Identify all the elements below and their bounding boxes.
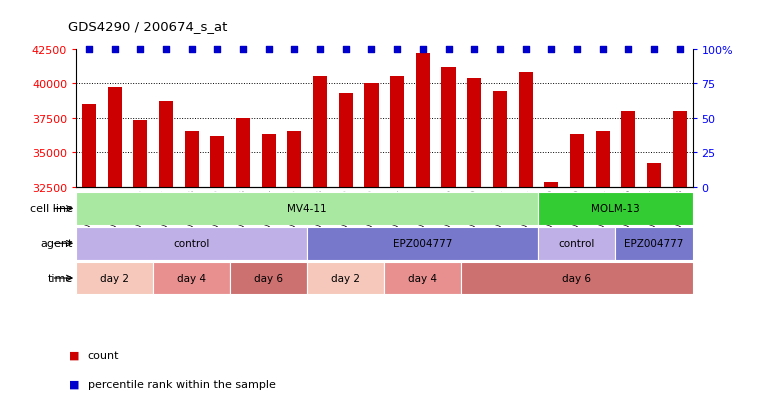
Point — [237, 46, 249, 53]
FancyBboxPatch shape — [76, 262, 153, 294]
Point — [545, 46, 557, 53]
Bar — [107, 88, 122, 187]
Point — [134, 46, 146, 53]
Bar — [210, 136, 224, 187]
Bar — [570, 135, 584, 187]
FancyBboxPatch shape — [538, 193, 693, 225]
Text: EPZ004777: EPZ004777 — [624, 239, 683, 249]
Point — [597, 46, 609, 53]
Bar — [159, 102, 173, 187]
Point — [314, 46, 326, 53]
Bar — [544, 183, 559, 187]
Text: ■: ■ — [68, 350, 79, 360]
Bar — [288, 132, 301, 187]
Bar — [673, 112, 686, 187]
Text: control: control — [174, 239, 210, 249]
Point — [520, 46, 532, 53]
Bar — [339, 94, 353, 187]
Text: GDS4290 / 200674_s_at: GDS4290 / 200674_s_at — [68, 20, 228, 33]
Text: ■: ■ — [68, 379, 79, 389]
Point — [673, 46, 686, 53]
Bar — [518, 73, 533, 187]
Point — [365, 46, 377, 53]
Bar — [313, 77, 327, 187]
FancyBboxPatch shape — [153, 262, 230, 294]
Text: MOLM-13: MOLM-13 — [591, 204, 640, 214]
Text: control: control — [559, 239, 595, 249]
Text: EPZ004777: EPZ004777 — [393, 239, 453, 249]
Point — [186, 46, 198, 53]
Bar — [493, 92, 507, 187]
Point — [648, 46, 660, 53]
Bar — [365, 84, 378, 187]
FancyBboxPatch shape — [307, 228, 538, 260]
Bar — [236, 118, 250, 187]
Point — [160, 46, 172, 53]
FancyBboxPatch shape — [307, 262, 384, 294]
Text: day 2: day 2 — [331, 273, 360, 283]
Bar — [390, 77, 404, 187]
Bar — [467, 78, 481, 187]
FancyBboxPatch shape — [230, 262, 307, 294]
FancyBboxPatch shape — [461, 262, 693, 294]
Bar — [596, 132, 610, 187]
FancyBboxPatch shape — [538, 228, 616, 260]
Point — [442, 46, 454, 53]
Point — [622, 46, 635, 53]
Point — [263, 46, 275, 53]
Bar — [82, 104, 96, 187]
Text: day 4: day 4 — [409, 273, 438, 283]
Text: count: count — [88, 350, 119, 360]
Bar — [647, 164, 661, 187]
Point — [571, 46, 583, 53]
Point — [83, 46, 95, 53]
Bar — [185, 132, 199, 187]
FancyBboxPatch shape — [76, 193, 538, 225]
Point — [468, 46, 480, 53]
FancyBboxPatch shape — [384, 262, 461, 294]
Bar — [621, 112, 635, 187]
Point — [109, 46, 121, 53]
Text: day 6: day 6 — [254, 273, 283, 283]
Point — [391, 46, 403, 53]
Point — [339, 46, 352, 53]
FancyBboxPatch shape — [76, 228, 307, 260]
Point — [417, 46, 429, 53]
Bar — [262, 135, 275, 187]
Text: percentile rank within the sample: percentile rank within the sample — [88, 379, 275, 389]
Text: agent: agent — [40, 239, 73, 249]
Text: day 2: day 2 — [100, 273, 129, 283]
Text: day 6: day 6 — [562, 273, 591, 283]
Bar — [133, 121, 148, 187]
Point — [212, 46, 224, 53]
Text: cell line: cell line — [30, 204, 73, 214]
Point — [494, 46, 506, 53]
FancyBboxPatch shape — [616, 228, 693, 260]
Bar — [441, 67, 456, 187]
Text: day 4: day 4 — [177, 273, 206, 283]
Text: time: time — [48, 273, 73, 283]
Bar — [416, 54, 430, 187]
Text: MV4-11: MV4-11 — [288, 204, 327, 214]
Point — [288, 46, 301, 53]
